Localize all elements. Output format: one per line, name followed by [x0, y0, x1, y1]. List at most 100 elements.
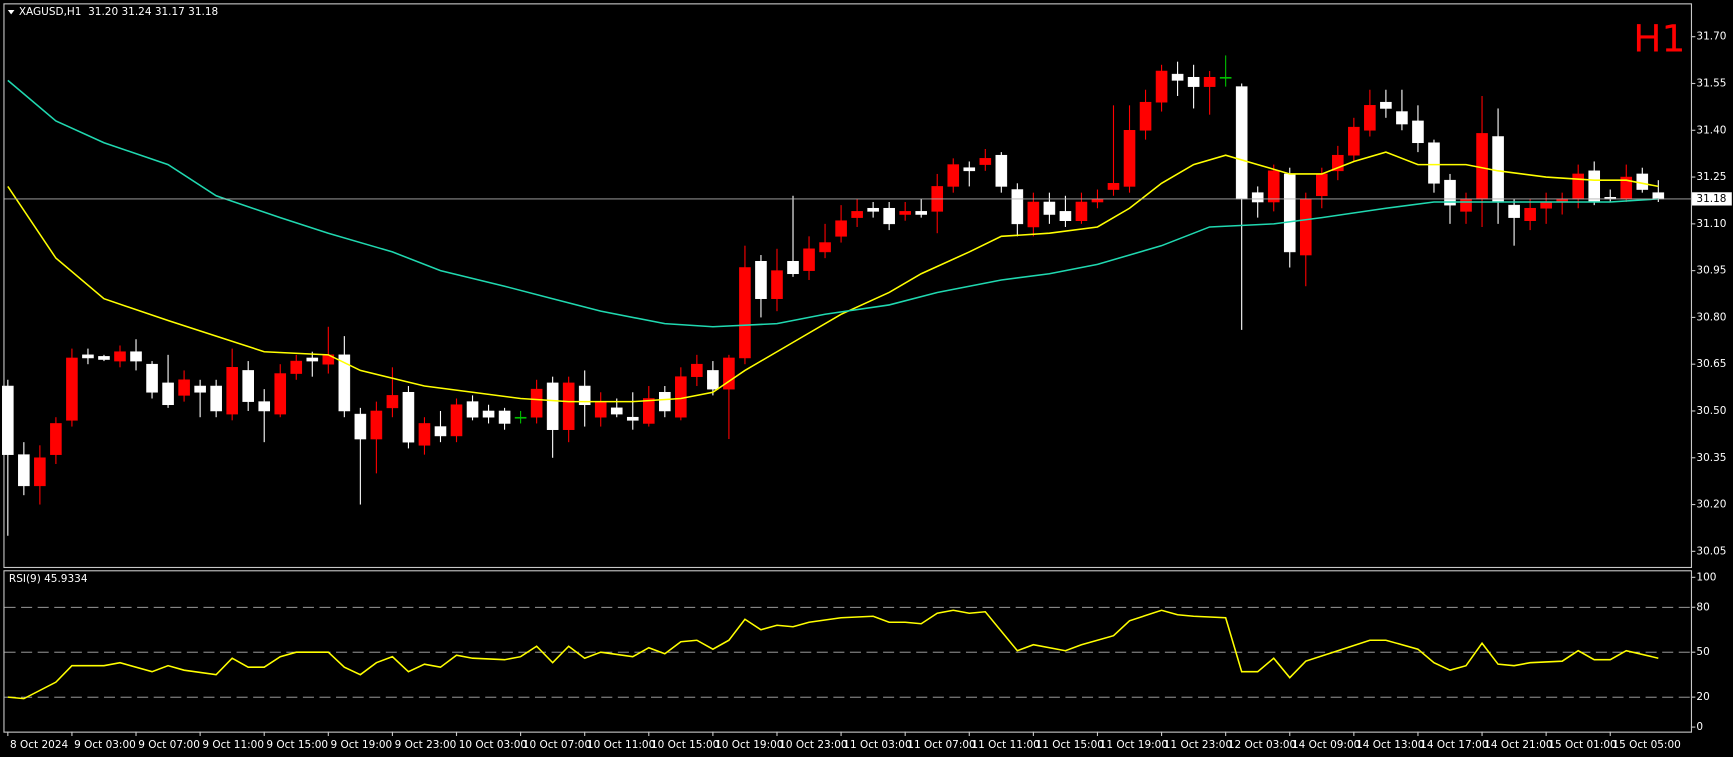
y-tick-label: 20: [1696, 691, 1709, 703]
candle-body: [530, 388, 543, 418]
candle-body: [835, 220, 847, 237]
candle-body: [610, 407, 623, 415]
candle-body: [1043, 201, 1056, 215]
x-tick-label: 14 Oct 13:00: [1356, 739, 1424, 751]
x-tick-label: 9 Oct 07:00: [138, 739, 200, 751]
candle-body: [98, 356, 110, 360]
candle-body: [1332, 154, 1344, 172]
candle-body: [162, 382, 174, 406]
y-tick-label: 100: [1696, 571, 1716, 583]
candle-body: [1235, 86, 1248, 200]
candle-body: [466, 401, 479, 418]
candle-body: [1348, 126, 1360, 156]
candle-body: [306, 357, 319, 362]
candle-body: [418, 423, 431, 446]
candle-body: [514, 416, 527, 419]
rsi-title: RSI(9) 45.9334: [9, 573, 88, 585]
candle-body: [1059, 211, 1072, 222]
menu-arrow: [7, 9, 15, 15]
candle-body: [1524, 207, 1536, 222]
candle-body: [1155, 70, 1168, 103]
candle-body: [338, 354, 351, 412]
y-tick-label: 30.20: [1696, 499, 1726, 511]
x-tick-label: 10 Oct 03:00: [459, 739, 527, 751]
candle-body: [1412, 120, 1424, 144]
candle-body: [963, 167, 976, 172]
x-tick-label: 14 Oct 21:00: [1484, 739, 1552, 751]
candle-body: [771, 270, 783, 299]
candle-body: [562, 382, 575, 430]
x-tick-label: 10 Oct 19:00: [715, 739, 783, 751]
candle-body: [659, 391, 671, 412]
x-tick-label: 14 Oct 09:00: [1292, 739, 1360, 751]
candle-body: [370, 410, 383, 440]
candle-body: [1091, 198, 1104, 203]
candle-body: [18, 454, 30, 487]
candle-body: [178, 379, 190, 396]
candle-body: [594, 401, 607, 418]
candle-body: [114, 351, 126, 362]
candle-body: [1316, 173, 1328, 197]
candle-body: [546, 382, 559, 430]
y-tick-label: 30.80: [1696, 311, 1726, 323]
candle-body: [1588, 170, 1601, 203]
candle-body: [1364, 105, 1376, 131]
candle-body: [194, 385, 206, 393]
candle-body: [1171, 73, 1184, 81]
x-tick-label: 11 Oct 15:00: [1036, 739, 1104, 751]
y-tick-label: 0: [1696, 721, 1703, 733]
candle-body: [434, 426, 447, 437]
y-tick-label: 30.50: [1696, 405, 1726, 417]
candle-body: [947, 164, 960, 187]
current-price-box: [1692, 192, 1732, 206]
candle-body: [691, 363, 703, 377]
candle-body: [755, 260, 767, 299]
candle-body: [1299, 198, 1312, 256]
candle-body: [1075, 201, 1088, 222]
candle-body: [2, 385, 14, 455]
candle-body: [130, 351, 142, 362]
x-tick-label: 15 Oct 05:00: [1612, 739, 1680, 751]
candle-body: [146, 363, 158, 393]
candle-body: [1267, 170, 1280, 203]
candle-body: [290, 360, 303, 374]
candle-body: [226, 367, 238, 415]
candle-body: [1476, 133, 1488, 200]
y-tick-label: 31.70: [1696, 31, 1726, 43]
candle-body: [642, 398, 655, 424]
candle-body: [1187, 76, 1200, 87]
y-tick-label: 31.40: [1696, 124, 1726, 136]
x-tick-label: 15 Oct 01:00: [1548, 739, 1616, 751]
x-tick-label: 11 Oct 07:00: [907, 739, 975, 751]
y-tick-label: 31.25: [1696, 171, 1726, 183]
candle-body: [899, 211, 911, 215]
candle-body: [1444, 179, 1456, 206]
y-tick-label: 30.05: [1696, 545, 1726, 557]
candle-body: [274, 373, 287, 415]
x-tick-label: 11 Oct 23:00: [1164, 739, 1232, 751]
candle-body: [1107, 183, 1120, 190]
x-tick-label: 9 Oct 11:00: [202, 739, 264, 751]
candle-body: [1508, 204, 1520, 218]
candle-body: [803, 248, 815, 271]
candle-body: [867, 207, 879, 212]
candle-body: [402, 391, 415, 443]
x-tick-label: 11 Oct 03:00: [843, 739, 911, 751]
price-panel-frame: [3, 3, 1693, 569]
candle-body: [787, 260, 799, 275]
candle-body: [1380, 101, 1392, 109]
x-tick-label: 14 Oct 17:00: [1420, 739, 1488, 751]
y-tick-label: 30.95: [1696, 265, 1726, 277]
candle-body: [242, 370, 254, 402]
candle-body: [1123, 130, 1136, 187]
x-tick-label: 9 Oct 03:00: [74, 739, 136, 751]
candle-body: [354, 413, 367, 440]
candle-body: [819, 242, 831, 253]
y-tick-label: 30.65: [1696, 358, 1726, 370]
y-tick-label: 31.55: [1696, 77, 1726, 89]
candle-body: [450, 404, 463, 437]
candle-body: [1396, 111, 1408, 125]
candle-body: [707, 370, 719, 390]
x-tick-label: 10 Oct 11:00: [587, 739, 655, 751]
